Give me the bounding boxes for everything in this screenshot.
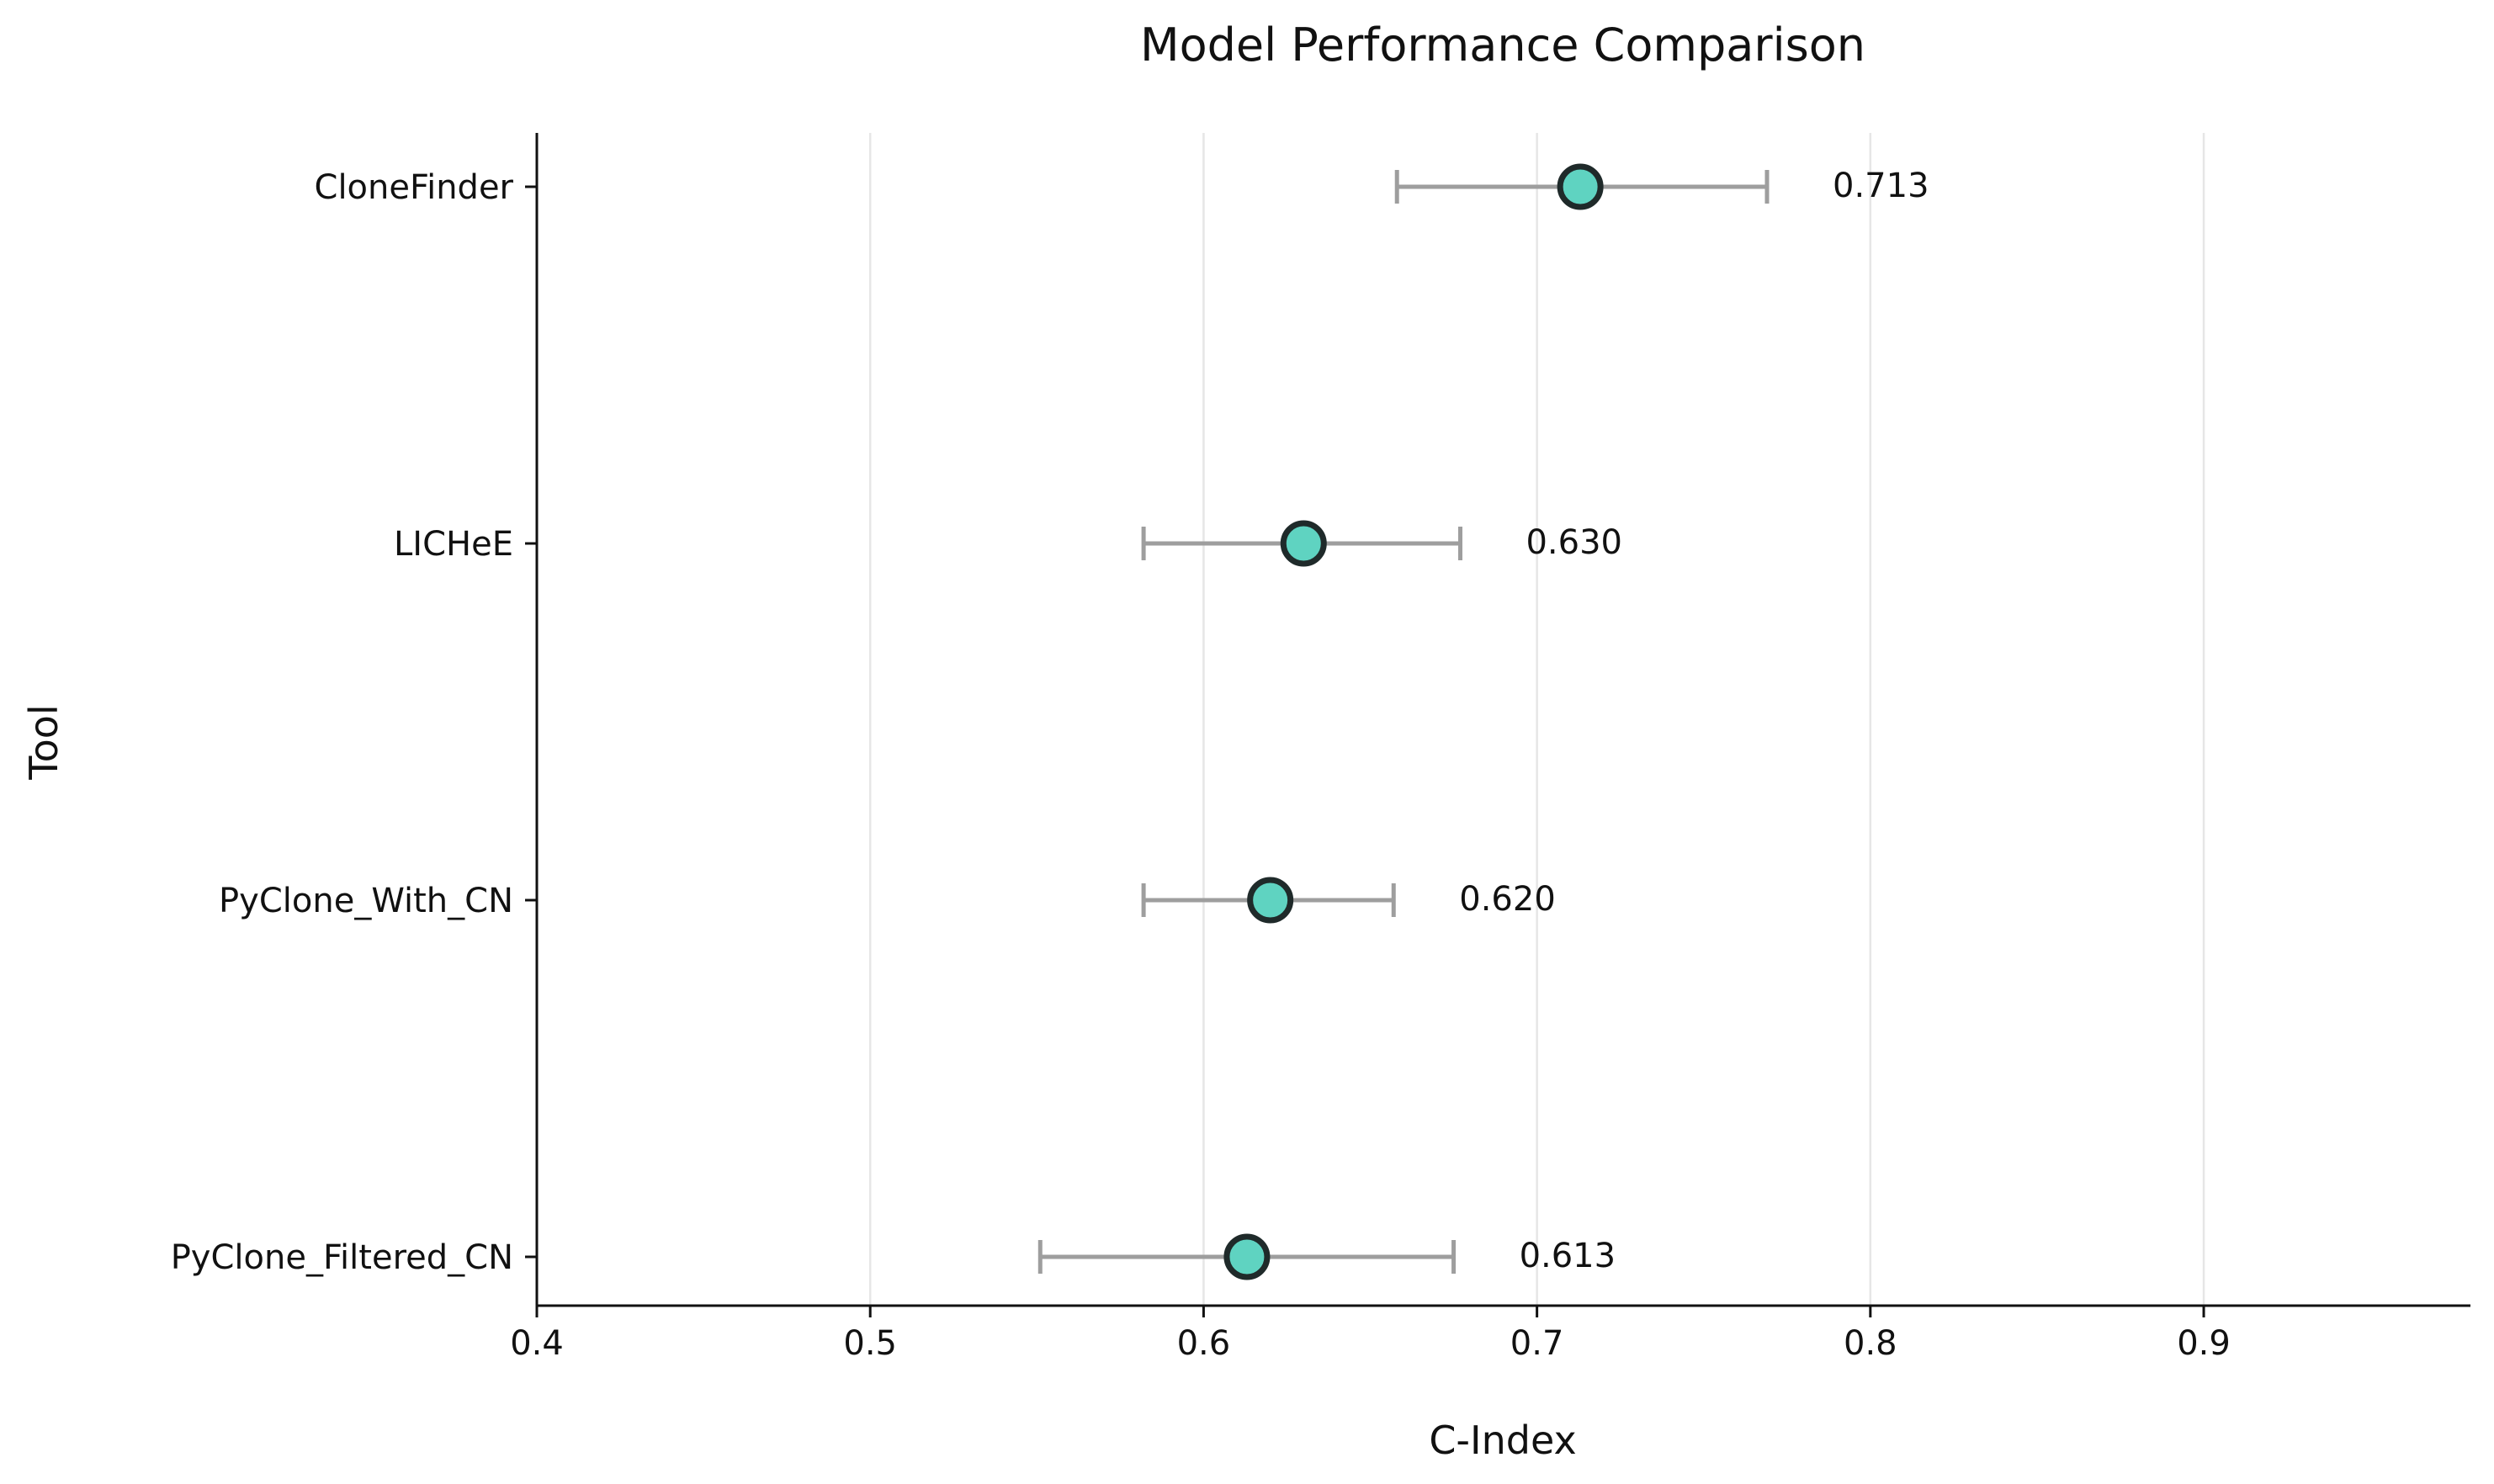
data-point bbox=[1223, 1233, 1271, 1280]
value-label: 0.613 bbox=[1520, 1237, 1616, 1275]
data-point bbox=[1280, 520, 1327, 567]
chart-title: Model Performance Comparison bbox=[1140, 19, 1865, 72]
x-tick-label: 0.6 bbox=[1177, 1324, 1231, 1363]
value-label: 0.713 bbox=[1833, 167, 1929, 205]
y-tick-label: CloneFinder bbox=[315, 168, 514, 207]
data-point bbox=[1557, 163, 1604, 210]
data-point bbox=[1247, 877, 1294, 924]
error-bars bbox=[1037, 170, 1770, 1274]
value-labels: 0.713 0.630 0.620 0.613 bbox=[1459, 167, 1929, 1275]
x-tick-label: 0.9 bbox=[2177, 1324, 2231, 1363]
x-tick-label: 0.5 bbox=[843, 1324, 897, 1363]
x-axis-ticks: 0.4 0.5 0.6 0.7 0.8 0.9 bbox=[510, 1306, 2231, 1363]
data-points bbox=[1223, 163, 1604, 1280]
y-axis-ticks: CloneFinder LICHeE PyClone_With_CN PyClone_… bbox=[171, 168, 537, 1277]
x-tick-label: 0.4 bbox=[510, 1324, 564, 1363]
grid-lines bbox=[868, 133, 2205, 1306]
y-axis-label: Tool bbox=[21, 704, 66, 780]
value-label: 0.620 bbox=[1459, 880, 1556, 919]
x-axis-label: C-Index bbox=[1429, 1418, 1576, 1463]
x-tick-label: 0.8 bbox=[1844, 1324, 1897, 1363]
value-label: 0.630 bbox=[1526, 523, 1622, 562]
y-tick-label: LICHeE bbox=[394, 525, 513, 564]
y-tick-label: PyClone_Filtered_CN bbox=[171, 1238, 513, 1277]
y-tick-label: PyClone_With_CN bbox=[219, 882, 513, 920]
x-tick-label: 0.7 bbox=[1510, 1324, 1564, 1363]
